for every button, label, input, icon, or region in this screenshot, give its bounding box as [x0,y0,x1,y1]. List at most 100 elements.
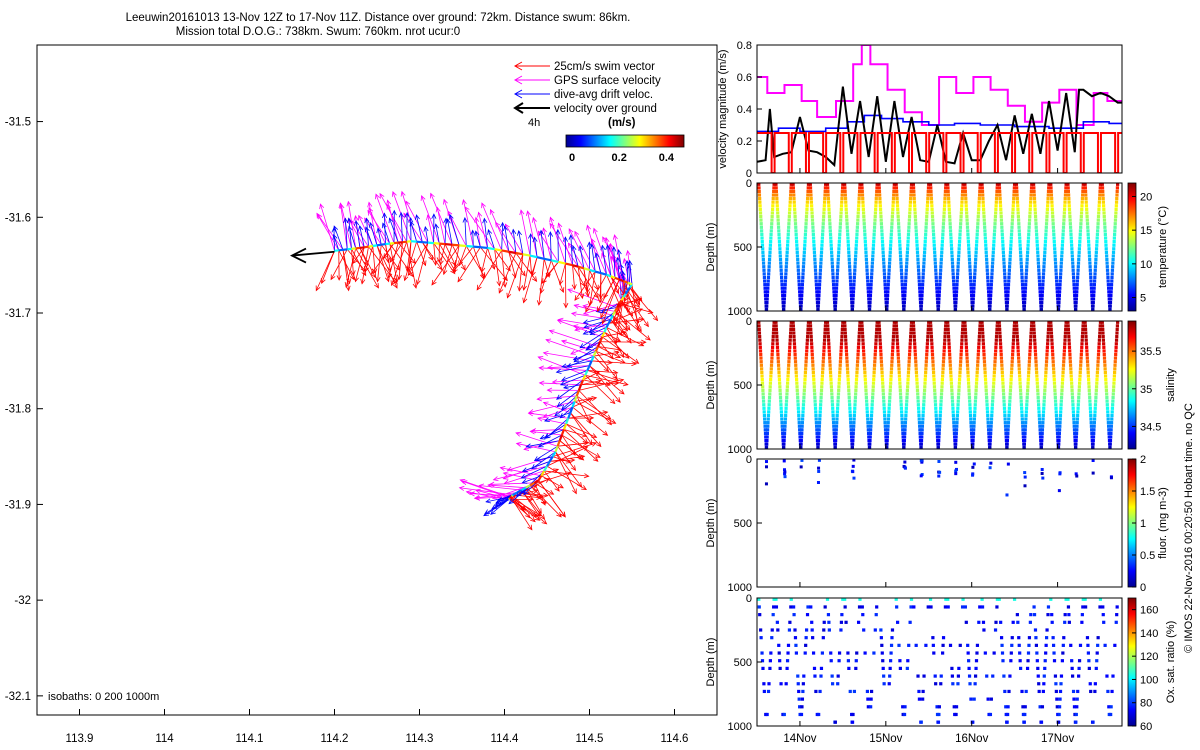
temp-point [1085,214,1089,219]
drift-vector [570,235,573,266]
temp-point [872,232,876,237]
sal-point [933,395,937,400]
gps-vector-head [542,351,549,356]
temp-point [873,222,877,226]
swim-vector [438,243,456,272]
oxy-point [1113,643,1117,647]
sal-point [774,324,778,328]
gps-vector-head [435,206,441,213]
oxy-point [966,651,970,655]
sal-point [955,424,959,428]
temp-point [908,211,912,215]
sal-point [1068,356,1072,360]
temp-point [761,250,765,254]
temp-point [1017,222,1021,226]
sal-point [1002,399,1006,403]
sal-point [1028,345,1032,349]
temp-point [1055,293,1060,297]
sal-point [1115,327,1119,332]
sal-point [1088,403,1092,407]
sal-point [993,360,997,364]
oxy-point [1055,705,1059,709]
temp-point [843,189,847,194]
sal-point [1087,378,1091,382]
temp-point [785,250,789,254]
sal-point [811,360,815,364]
oxy-point [1037,689,1041,694]
temp-point [975,232,979,237]
sal-point [932,378,936,382]
sal-point [1003,413,1007,418]
oxy-point [862,628,866,632]
temp-point [929,186,933,190]
oxy-point [933,674,937,678]
sal-point [1068,352,1072,357]
fluorescence-point [903,460,907,464]
swim-vector-head [585,306,591,313]
sal-point [767,403,771,407]
sal-point [1109,435,1113,439]
sal-point [1104,381,1108,385]
oxy-point [872,651,876,655]
temp-point [1108,300,1113,305]
temp-point [765,304,769,308]
temp-point [1011,214,1015,219]
sal-point [801,403,806,407]
gps-vector-head [469,491,475,497]
swim-vector [389,243,414,277]
temp-point [1094,250,1098,254]
sal-point [847,392,851,396]
sal-point [870,406,874,410]
track-segment [610,275,616,279]
sal-point [906,385,910,389]
drift-vector-head [364,226,370,233]
temp-point [1045,214,1049,219]
temp-point [1112,236,1116,240]
temp-point [921,272,925,276]
sal-point [991,392,995,396]
temp-point [935,290,939,294]
fluor-y-tick-label: 500 [734,518,752,530]
swim-vector [559,263,566,285]
map-y-tick-label: -31.9 [5,499,31,511]
temp-point [874,207,878,211]
sal-point [1040,431,1044,435]
temp-point [1028,207,1032,211]
temp-point [1041,286,1045,290]
sal-point [972,413,977,418]
sal-point [863,378,867,382]
temp-point [989,290,993,294]
sal-point [939,395,943,400]
swim-vector-head [618,378,625,384]
oxy-point [983,651,987,655]
sal-point [959,345,964,349]
oxy-point [1009,659,1013,663]
sal-point [921,417,925,421]
sal-point [856,345,861,349]
oxy-point [1012,597,1017,601]
temp-point [907,214,912,219]
swim-vector-head [345,285,351,292]
gps-vector [347,201,357,249]
fluorescence-point [851,464,855,468]
sal-point [1079,352,1083,357]
temp-point [806,193,810,197]
sal-point [917,413,921,418]
swim-vector-head [527,524,533,531]
temp-point [896,211,900,215]
sal-point [861,349,866,353]
temp-point [992,240,996,244]
temp-point [966,243,971,247]
sal-colorbar-tick-label: 34.5 [1140,421,1161,433]
temp-point [986,286,990,290]
gps-vector-head [515,441,522,447]
oxy-point [988,712,993,717]
sal-point [912,331,916,335]
sal-point [1091,442,1095,446]
temp-point [940,243,944,247]
temp-point [954,300,958,305]
sal-point [949,378,953,382]
sal-point [808,324,813,328]
temp-point [1042,261,1046,265]
sal-point [1114,338,1119,342]
